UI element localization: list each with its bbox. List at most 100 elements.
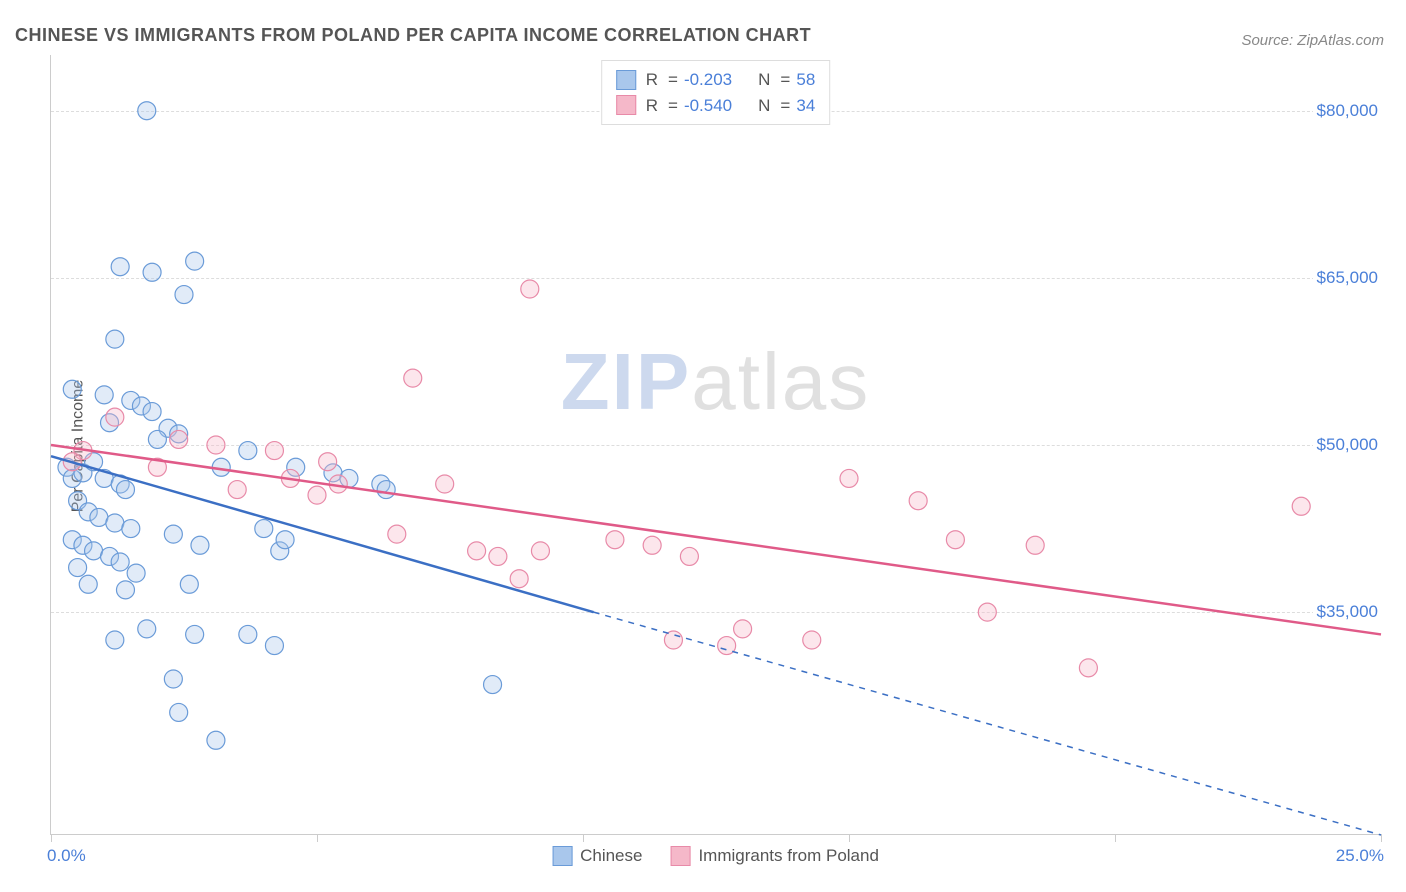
scatter-point xyxy=(175,286,193,304)
scatter-point xyxy=(170,430,188,448)
scatter-point xyxy=(680,547,698,565)
scatter-point xyxy=(319,453,337,471)
legend-eq2: = xyxy=(780,67,790,93)
scatter-point xyxy=(170,703,188,721)
scatter-point xyxy=(138,620,156,638)
scatter-point xyxy=(510,570,528,588)
x-min-label: 0.0% xyxy=(47,846,86,866)
scatter-point xyxy=(207,436,225,454)
legend-eq: = xyxy=(668,67,678,93)
scatter-point xyxy=(127,564,145,582)
scatter-point xyxy=(946,531,964,549)
scatter-point xyxy=(63,380,81,398)
scatter-point xyxy=(265,637,283,655)
legend-bottom-label-poland: Immigrants from Poland xyxy=(698,846,878,866)
x-tick xyxy=(317,834,318,842)
x-tick xyxy=(583,834,584,842)
legend-item-chinese: Chinese xyxy=(552,846,642,866)
scatter-point xyxy=(1026,536,1044,554)
y-tick-label: $65,000 xyxy=(1313,268,1382,288)
scatter-point xyxy=(122,520,140,538)
x-tick xyxy=(51,834,52,842)
chart-title: CHINESE VS IMMIGRANTS FROM POLAND PER CA… xyxy=(15,25,811,46)
scatter-point xyxy=(239,625,257,643)
scatter-point xyxy=(180,575,198,593)
scatter-point xyxy=(69,559,87,577)
legend-n-value-1: 58 xyxy=(796,67,815,93)
plot-svg xyxy=(51,55,1380,834)
scatter-point xyxy=(143,263,161,281)
scatter-point xyxy=(111,553,129,571)
scatter-point xyxy=(85,542,103,560)
legend-r-value-2: -0.540 xyxy=(684,93,732,119)
x-tick xyxy=(1115,834,1116,842)
scatter-point xyxy=(239,442,257,460)
scatter-point xyxy=(1079,659,1097,677)
legend-r-label: R xyxy=(646,67,658,93)
scatter-point xyxy=(143,403,161,421)
legend-eq3: = xyxy=(668,93,678,119)
x-tick xyxy=(1381,834,1382,842)
scatter-point xyxy=(1292,497,1310,515)
scatter-point xyxy=(484,676,502,694)
scatter-point xyxy=(489,547,507,565)
scatter-point xyxy=(265,442,283,460)
legend-n-value-2: 34 xyxy=(796,93,815,119)
x-max-label: 25.0% xyxy=(1336,846,1384,866)
scatter-point xyxy=(90,508,108,526)
legend-bottom-swatch-poland xyxy=(670,846,690,866)
scatter-point xyxy=(164,525,182,543)
scatter-point xyxy=(436,475,454,493)
legend-bottom: Chinese Immigrants from Poland xyxy=(552,846,879,866)
legend-r-label2: R xyxy=(646,93,658,119)
scatter-point xyxy=(468,542,486,560)
scatter-point xyxy=(116,481,134,499)
scatter-point xyxy=(978,603,996,621)
chart-container: CHINESE VS IMMIGRANTS FROM POLAND PER CA… xyxy=(0,0,1406,892)
legend-bottom-label-chinese: Chinese xyxy=(580,846,642,866)
legend-item-poland: Immigrants from Poland xyxy=(670,846,878,866)
legend-eq4: = xyxy=(780,93,790,119)
legend-row-1: R = -0.203 N = 58 xyxy=(616,67,816,93)
y-tick-label: $80,000 xyxy=(1313,101,1382,121)
scatter-point xyxy=(803,631,821,649)
scatter-point xyxy=(106,514,124,532)
scatter-point xyxy=(228,481,246,499)
scatter-point xyxy=(191,536,209,554)
scatter-point xyxy=(207,731,225,749)
scatter-point xyxy=(404,369,422,387)
scatter-point xyxy=(734,620,752,638)
y-tick-label: $50,000 xyxy=(1313,435,1382,455)
scatter-point xyxy=(148,430,166,448)
scatter-point xyxy=(116,581,134,599)
legend-n-label: N xyxy=(758,67,770,93)
source-label: Source: ZipAtlas.com xyxy=(1241,32,1384,49)
scatter-point xyxy=(138,102,156,120)
x-tick xyxy=(849,834,850,842)
legend-row-2: R = -0.540 N = 34 xyxy=(616,93,816,119)
scatter-point xyxy=(840,469,858,487)
legend-swatch-poland xyxy=(616,95,636,115)
legend-bottom-swatch-chinese xyxy=(552,846,572,866)
scatter-point xyxy=(111,258,129,276)
trend-line-dashed xyxy=(594,612,1381,835)
scatter-point xyxy=(388,525,406,543)
plot-area: ZIPatlas $35,000$50,000$65,000$80,000 0.… xyxy=(50,55,1380,835)
scatter-point xyxy=(106,408,124,426)
scatter-point xyxy=(106,631,124,649)
scatter-point xyxy=(79,575,97,593)
scatter-point xyxy=(377,481,395,499)
legend-r-value-1: -0.203 xyxy=(684,67,732,93)
scatter-point xyxy=(164,670,182,688)
scatter-point xyxy=(186,625,204,643)
scatter-point xyxy=(186,252,204,270)
legend-correlation: R = -0.203 N = 58 R = -0.540 N = 34 xyxy=(601,60,831,125)
scatter-point xyxy=(909,492,927,510)
scatter-point xyxy=(106,330,124,348)
legend-n-label2: N xyxy=(758,93,770,119)
y-tick-label: $35,000 xyxy=(1313,602,1382,622)
scatter-point xyxy=(276,531,294,549)
trend-line xyxy=(51,445,1381,634)
scatter-point xyxy=(521,280,539,298)
scatter-point xyxy=(606,531,624,549)
